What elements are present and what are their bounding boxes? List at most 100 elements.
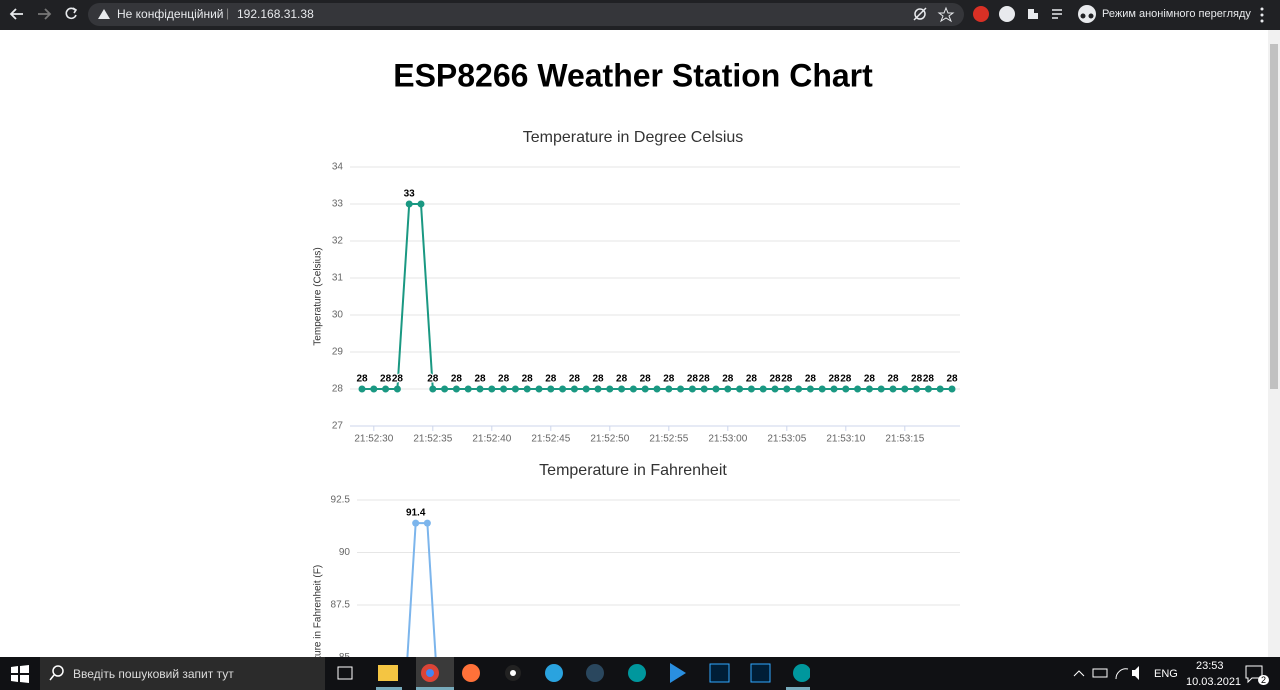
data-point xyxy=(830,385,838,393)
y-tick-label: 92.5 xyxy=(331,495,351,506)
data-point xyxy=(582,385,590,393)
search-box[interactable]: Введіть пошуковий запит тут xyxy=(40,657,325,690)
data-point xyxy=(806,385,814,393)
clock-time[interactable]: 23:53 xyxy=(1196,660,1224,672)
data-label: 28 xyxy=(569,374,581,385)
chart-title: Temperature in Degree Celsius xyxy=(523,129,744,146)
data-point xyxy=(523,385,531,393)
data-point xyxy=(712,385,720,393)
data-point xyxy=(795,385,803,393)
clock-date[interactable]: 10.03.2021 xyxy=(1186,676,1242,688)
x-tick-label: 21:52:30 xyxy=(354,434,393,445)
y-tick-label: 90 xyxy=(339,547,351,558)
data-point xyxy=(606,385,614,393)
series-line xyxy=(362,203,952,390)
data-point xyxy=(417,200,425,208)
data-point xyxy=(854,385,862,393)
start-button[interactable] xyxy=(10,664,30,684)
tray-icons[interactable] xyxy=(1070,657,1140,690)
y-tick-label: 85 xyxy=(339,652,351,657)
data-point xyxy=(464,385,472,393)
data-label: 28 xyxy=(640,374,652,385)
data-point xyxy=(412,519,420,527)
data-point xyxy=(877,385,885,393)
search-icon xyxy=(49,665,64,681)
notification-count: 2 xyxy=(1258,675,1270,685)
data-label: 28 xyxy=(699,374,711,385)
security-label: Не конфіденційний xyxy=(117,7,224,21)
data-point xyxy=(913,385,921,393)
data-point xyxy=(783,385,791,393)
data-label: 28 xyxy=(746,374,758,385)
data-point xyxy=(382,385,390,393)
data-point xyxy=(677,385,685,393)
data-label: 28 xyxy=(781,374,793,385)
data-point xyxy=(936,385,944,393)
data-point xyxy=(559,385,567,393)
series-line xyxy=(406,522,437,657)
data-point xyxy=(405,200,413,208)
data-point xyxy=(535,385,543,393)
chart-title: Temperature in Fahrenheit xyxy=(539,462,727,479)
x-tick-label: 21:52:45 xyxy=(531,434,570,445)
data-label: 33 xyxy=(404,189,416,200)
scroll-thumb[interactable] xyxy=(1270,44,1278,389)
data-point xyxy=(889,385,897,393)
data-point xyxy=(653,385,661,393)
y-tick-label: 87.5 xyxy=(331,600,351,611)
data-point xyxy=(476,385,484,393)
data-label: 28 xyxy=(522,374,534,385)
data-point xyxy=(618,385,626,393)
y-tick-label: 34 xyxy=(332,162,344,173)
separator: | xyxy=(226,6,230,20)
menu-button[interactable] xyxy=(1257,5,1267,25)
data-label: 28 xyxy=(864,374,876,385)
data-label: 28 xyxy=(392,374,404,385)
incognito-icon xyxy=(1078,5,1096,23)
incognito-label: Режим анонімного перегляду xyxy=(1102,8,1251,20)
data-point xyxy=(500,385,508,393)
data-label: 28 xyxy=(380,374,392,385)
data-label: 28 xyxy=(828,374,840,385)
data-point xyxy=(842,385,850,393)
search-placeholder: Введіть пошуковий запит тут xyxy=(73,667,234,681)
data-point xyxy=(771,385,779,393)
taskbar-apps[interactable] xyxy=(330,657,810,690)
notification-icon[interactable] xyxy=(1244,663,1266,685)
y-tick-label: 33 xyxy=(332,199,344,210)
y-axis-title: Temperature in Fahrenheit (F) xyxy=(313,565,324,657)
data-label: 28 xyxy=(616,374,628,385)
address-bar[interactable]: Не конфіденційний | 192.168.31.38 xyxy=(88,3,964,26)
data-point xyxy=(948,385,956,393)
data-point xyxy=(547,385,555,393)
omnibox-icons[interactable] xyxy=(908,3,968,26)
extension-icons[interactable] xyxy=(968,0,1078,30)
x-tick-label: 21:53:00 xyxy=(708,434,747,445)
data-point xyxy=(511,385,519,393)
scrollbar[interactable] xyxy=(1268,30,1280,657)
data-label: 28 xyxy=(769,374,781,385)
x-tick-label: 21:53:05 xyxy=(767,434,806,445)
url: 192.168.31.38 xyxy=(237,7,314,21)
x-tick-label: 21:53:10 xyxy=(826,434,865,445)
data-label: 28 xyxy=(356,374,368,385)
x-tick-label: 21:52:55 xyxy=(649,434,688,445)
data-label: 28 xyxy=(887,374,899,385)
y-tick-label: 29 xyxy=(332,347,344,358)
language[interactable]: ENG xyxy=(1154,668,1178,680)
nav-buttons[interactable] xyxy=(0,0,90,30)
page-title: ESP8266 Weather Station Chart xyxy=(393,57,873,93)
browser-toolbar: Не конфіденційний | 192.168.31.38 Режим … xyxy=(0,0,1280,30)
data-point xyxy=(665,385,673,393)
data-point xyxy=(488,385,496,393)
data-point xyxy=(570,385,578,393)
y-tick-label: 28 xyxy=(332,384,344,395)
data-label: 28 xyxy=(911,374,923,385)
data-point xyxy=(429,385,437,393)
data-label: 28 xyxy=(805,374,817,385)
data-label: 28 xyxy=(840,374,852,385)
data-label: 28 xyxy=(592,374,604,385)
data-point xyxy=(865,385,873,393)
data-label: 28 xyxy=(687,374,699,385)
